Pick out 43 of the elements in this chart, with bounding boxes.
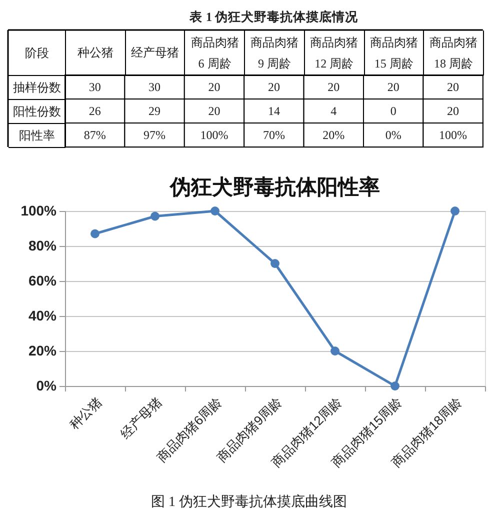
data-label: 0 [390, 104, 396, 118]
data-label: 14 [268, 104, 280, 118]
data-label: 30 [148, 80, 161, 94]
data-label: 70% [262, 128, 285, 142]
data-label: 20 [447, 80, 460, 94]
y-tick-label: 40% [28, 308, 58, 324]
data-label: 20 [387, 80, 400, 94]
x-tick-label: 种公猪 [66, 394, 105, 432]
data-label: 20% [322, 128, 345, 142]
x-tick-label: 经产母猪 [131, 46, 180, 60]
data-label: 87% [84, 128, 106, 142]
x-tick-label: 商品肉猪 12 周龄 [310, 36, 358, 70]
x-tick-label: 商品肉猪 6 周龄 [190, 36, 239, 70]
data-label: 20 [328, 80, 340, 94]
x-axis-title: 阶段 [25, 46, 49, 60]
data-label: 100% [439, 128, 468, 142]
x-tick-label: 种公猪 [77, 46, 114, 60]
y-tick-label: 20% [28, 342, 58, 358]
y-tick-label: 100% [20, 202, 58, 218]
y-tick-label: 0% [36, 378, 58, 394]
x-tick-label: 商品肉猪 15 周龄 [370, 36, 418, 70]
chart-title: 表 1 伪狂犬野毒抗体摸底情况 [188, 8, 360, 24]
data-label: 29 [148, 104, 161, 118]
x-tick-label: 经产母猪 [117, 394, 165, 442]
data-label: 20 [447, 104, 460, 118]
y-tick-label: 抽样份数 [13, 80, 61, 94]
data-label: 20 [268, 80, 280, 94]
data-label: 26 [88, 104, 101, 118]
y-tick-label: 80% [28, 238, 58, 254]
data-label: 20 [208, 104, 220, 118]
data-label: 0% [385, 128, 402, 142]
chart-title: 伪狂犬野毒抗体阳性率 [169, 175, 380, 199]
y-tick-label: 阳性率 [19, 128, 55, 142]
data-label: 97% [144, 128, 166, 142]
data-label: 4 [330, 104, 337, 118]
data-label: 20 [208, 80, 220, 94]
x-tick-label: 商品肉猪 9 周龄 [250, 36, 298, 70]
y-tick-label: 阳性份数 [13, 104, 61, 118]
y-tick-label: 60% [28, 272, 58, 288]
data-label: 100% [200, 128, 228, 142]
data-label: 30 [88, 80, 101, 94]
x-tick-label: 商品肉猪 18 周龄 [430, 36, 478, 70]
caption: 图 1 伪狂犬野毒抗体摸底曲线图 [151, 494, 347, 510]
